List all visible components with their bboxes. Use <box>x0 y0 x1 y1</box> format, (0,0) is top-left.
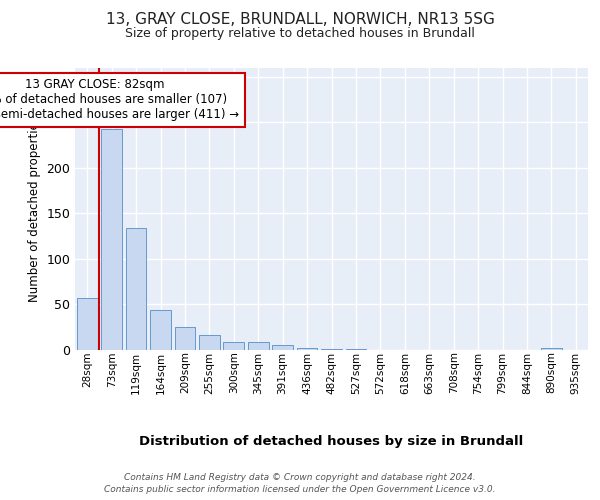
Bar <box>223 342 244 350</box>
Text: Size of property relative to detached houses in Brundall: Size of property relative to detached ho… <box>125 28 475 40</box>
Bar <box>541 348 562 350</box>
Text: Contains HM Land Registry data © Crown copyright and database right 2024.: Contains HM Land Registry data © Crown c… <box>124 472 476 482</box>
Text: 13, GRAY CLOSE, BRUNDALL, NORWICH, NR13 5SG: 13, GRAY CLOSE, BRUNDALL, NORWICH, NR13 … <box>106 12 494 28</box>
Bar <box>346 349 367 350</box>
Bar <box>77 298 98 350</box>
Text: Contains public sector information licensed under the Open Government Licence v3: Contains public sector information licen… <box>104 485 496 494</box>
Bar <box>272 346 293 350</box>
Bar <box>175 327 196 350</box>
Bar <box>296 348 317 350</box>
Bar <box>101 128 122 350</box>
Bar <box>199 334 220 350</box>
Bar <box>125 228 146 350</box>
Y-axis label: Number of detached properties: Number of detached properties <box>28 116 41 302</box>
Bar <box>321 349 342 350</box>
X-axis label: Distribution of detached houses by size in Brundall: Distribution of detached houses by size … <box>139 435 524 448</box>
Text: 13 GRAY CLOSE: 82sqm
← 20% of detached houses are smaller (107)
78% of semi-deta: 13 GRAY CLOSE: 82sqm ← 20% of detached h… <box>0 78 239 122</box>
Bar <box>248 342 269 350</box>
Bar <box>150 310 171 350</box>
